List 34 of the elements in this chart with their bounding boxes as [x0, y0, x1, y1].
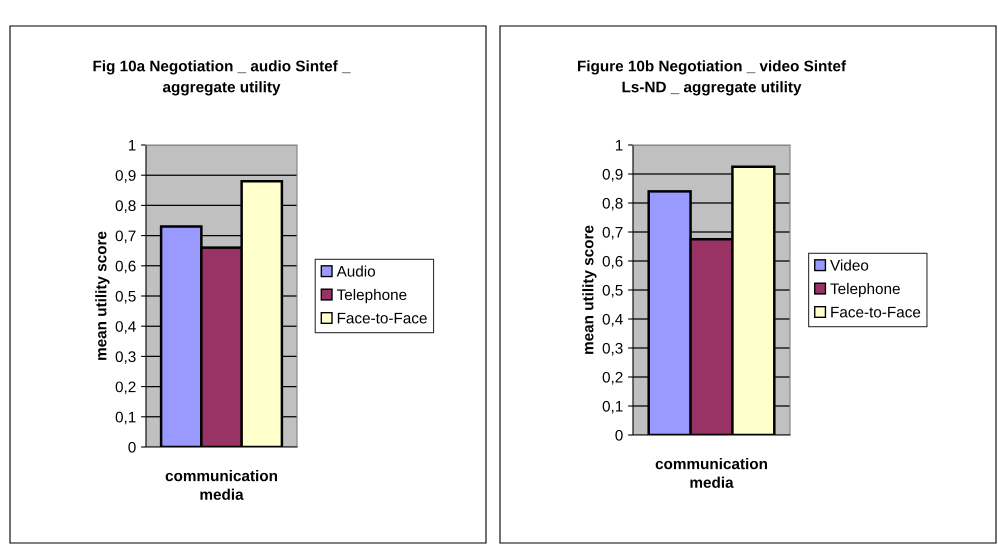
y-tick-label: 0,5	[602, 284, 623, 298]
chart-title: Fig 10a Negotiation _ audio Sintef _ aggregate utility	[94, 60, 351, 96]
y-tick-label: 0	[615, 430, 623, 441]
x-axis-title: communication media	[166, 470, 278, 500]
legend-label: Video	[830, 259, 868, 271]
y-tick-label: 0,2	[602, 372, 623, 384]
y-tick-label: 0,1	[602, 400, 623, 414]
y-tick-label: 0,7	[602, 226, 623, 240]
legend-label: Face-to-Face	[338, 312, 427, 324]
legend-label: Telephone	[830, 282, 900, 298]
y-tick-label: 0,8	[602, 198, 623, 210]
y-tick-label: 0,7	[116, 230, 136, 244]
y-tick-label: 0,5	[116, 290, 136, 304]
y-tick-label: 0,3	[116, 351, 136, 364]
y-axis-title: mean utility score	[582, 226, 596, 354]
y-axis-title: mean utility score	[95, 232, 110, 360]
y-tick-label: 0,4	[602, 314, 623, 326]
y-tick-label: 1	[616, 140, 623, 151]
y-tick-label: 0,2	[116, 381, 136, 394]
y-tick-label: 0,8	[116, 200, 136, 213]
y-tick-label: 0,9	[116, 170, 136, 183]
y-tick-label: 0,4	[116, 321, 136, 334]
y-tick-label: 0,6	[602, 256, 623, 268]
y-tick-label: 0,3	[602, 342, 623, 356]
y-tick-label: 0	[128, 442, 136, 453]
y-tick-label: 0,9	[602, 168, 623, 182]
legend-label: Audio	[336, 265, 376, 277]
legend-label: Telephone	[336, 288, 406, 304]
y-tick-label: 0,1	[116, 412, 136, 424]
chart-title: Figure 10b Negotiation _ video Sintef Ls-ND _ aggregate utility	[578, 60, 846, 96]
x-axis-title: communication media	[656, 458, 768, 488]
y-tick-label: 1	[128, 140, 136, 151]
y-tick-label: 0,6	[116, 260, 136, 274]
legend-label: Face-to-Face	[831, 306, 920, 318]
